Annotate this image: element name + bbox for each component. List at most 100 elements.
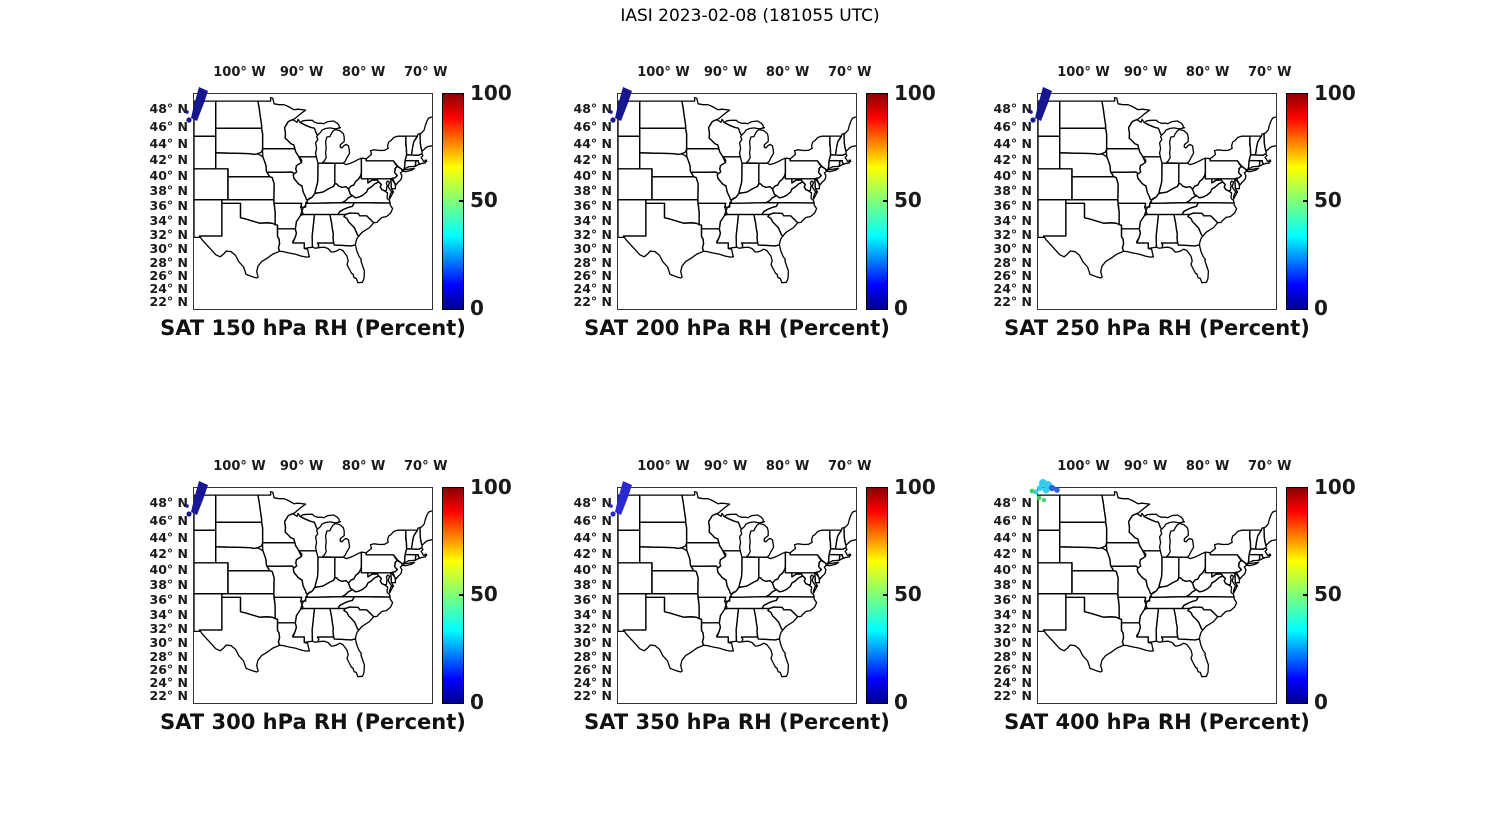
colorbar-max-label: 100 xyxy=(894,81,936,105)
lon-tick-label: 90° W xyxy=(703,459,748,474)
lon-tick-label: 80° W xyxy=(1185,459,1230,474)
lat-tick-label: 42° N xyxy=(149,151,188,167)
lat-tick-label: 46° N xyxy=(573,118,612,134)
colorbar-mid-label: 50 xyxy=(1314,582,1342,606)
map-panel-200hpa: 100° W 90° W 80° W 70° W 48° N 46° N 44° N 42°… xyxy=(564,52,984,382)
lat-tick-label: 40° N xyxy=(573,167,612,183)
lat-tick-label: 44° N xyxy=(149,529,188,545)
lat-tick-label: 28° N xyxy=(149,254,188,270)
lon-tick-label: 70° W xyxy=(403,459,448,474)
lat-tick-label: 32° N xyxy=(573,620,612,636)
us-state-map xyxy=(618,94,856,309)
lat-tick-label: 40° N xyxy=(149,167,188,183)
lon-tick-label: 70° W xyxy=(1247,65,1292,80)
lat-tick-label: 28° N xyxy=(993,254,1032,270)
us-state-map xyxy=(194,94,432,309)
colorbar xyxy=(866,487,888,704)
lat-tick-label: 30° N xyxy=(993,240,1032,256)
lat-tick-label: 34° N xyxy=(573,606,612,622)
lat-tick-label: 24° N xyxy=(993,281,1032,297)
colorbar xyxy=(442,93,464,310)
lat-tick-label: 46° N xyxy=(149,512,188,528)
lat-tick-label: 42° N xyxy=(573,151,612,167)
lon-tick-label: 80° W xyxy=(765,65,810,80)
swath-dot xyxy=(1029,488,1035,494)
lat-tick-label: 36° N xyxy=(573,198,612,214)
colorbar-mid-label: 50 xyxy=(470,188,498,212)
lat-tick-label: 42° N xyxy=(149,545,188,561)
lat-tick-label: 24° N xyxy=(993,675,1032,691)
lon-tick-label: 90° W xyxy=(703,65,748,80)
lat-tick-label: 28° N xyxy=(573,254,612,270)
lat-tick-label: 30° N xyxy=(573,240,612,256)
lat-tick-label: 26° N xyxy=(573,268,612,284)
panel-title: SAT 400 hPa RH (Percent) xyxy=(1004,710,1310,734)
lon-tick-label: 100° W xyxy=(213,65,266,80)
lat-tick-label: 44° N xyxy=(149,135,188,151)
lat-tick-label: 36° N xyxy=(993,592,1032,608)
colorbar xyxy=(442,487,464,704)
lat-tick-label: 32° N xyxy=(993,620,1032,636)
panel-title: SAT 150 hPa RH (Percent) xyxy=(160,316,466,340)
colorbar xyxy=(866,93,888,310)
lat-tick-label: 22° N xyxy=(573,688,612,704)
colorbar-min-label: 0 xyxy=(894,690,908,714)
lat-tick-label: 44° N xyxy=(573,135,612,151)
lon-tick-label: 70° W xyxy=(827,459,872,474)
map-panel-400hpa: 100° W 90° W 80° W 70° W 48° N 46° N 44° N 42°… xyxy=(984,446,1404,776)
lon-tick-label: 100° W xyxy=(213,459,266,474)
lat-tick-label: 34° N xyxy=(573,212,612,228)
lat-tick-label: 40° N xyxy=(149,561,188,577)
lat-tick-label: 38° N xyxy=(993,577,1032,593)
lat-tick-label: 22° N xyxy=(149,688,188,704)
map-frame xyxy=(1029,87,1277,310)
lon-tick-label: 70° W xyxy=(827,65,872,80)
lon-tick-label: 70° W xyxy=(403,65,448,80)
lat-tick-label: 26° N xyxy=(993,662,1032,678)
swath-dot xyxy=(1039,479,1047,487)
map-panel-250hpa: 100° W 90° W 80° W 70° W 48° N 46° N 44° N 42°… xyxy=(984,52,1404,382)
us-state-map xyxy=(194,488,432,703)
lat-tick-label: 26° N xyxy=(573,662,612,678)
colorbar xyxy=(1286,487,1308,704)
lat-tick-label: 46° N xyxy=(573,512,612,528)
lat-tick-label: 22° N xyxy=(573,294,612,310)
lat-tick-label: 22° N xyxy=(149,294,188,310)
lat-tick-label: 48° N xyxy=(993,101,1032,117)
lat-tick-label: 30° N xyxy=(573,634,612,650)
lat-tick-label: 22° N xyxy=(993,294,1032,310)
lat-tick-label: 28° N xyxy=(993,648,1032,664)
map-frame xyxy=(1029,479,1277,704)
lat-tick-label: 34° N xyxy=(149,606,188,622)
lat-tick-label: 44° N xyxy=(573,529,612,545)
map-frame xyxy=(609,481,857,704)
lat-tick-label: 40° N xyxy=(573,561,612,577)
lat-tick-label: 36° N xyxy=(993,198,1032,214)
colorbar-min-label: 0 xyxy=(894,296,908,320)
lat-tick-label: 34° N xyxy=(993,606,1032,622)
colorbar-min-label: 0 xyxy=(1314,296,1328,320)
lat-tick-label: 26° N xyxy=(149,268,188,284)
lat-tick-label: 32° N xyxy=(149,620,188,636)
lat-tick-label: 30° N xyxy=(993,634,1032,650)
lat-tick-label: 48° N xyxy=(573,495,612,511)
lat-tick-label: 48° N xyxy=(149,495,188,511)
lat-tick-label: 38° N xyxy=(573,577,612,593)
lat-tick-label: 32° N xyxy=(573,226,612,242)
colorbar-max-label: 100 xyxy=(470,81,512,105)
us-state-map xyxy=(1038,94,1276,309)
figure-title: IASI 2023-02-08 (181055 UTC) xyxy=(620,6,880,26)
lon-tick-label: 70° W xyxy=(1247,459,1292,474)
panel-title: SAT 250 hPa RH (Percent) xyxy=(1004,316,1310,340)
colorbar-max-label: 100 xyxy=(1314,475,1356,499)
lat-tick-label: 46° N xyxy=(993,118,1032,134)
lon-tick-label: 100° W xyxy=(1057,459,1110,474)
lat-tick-label: 38° N xyxy=(573,183,612,199)
lat-tick-label: 38° N xyxy=(149,577,188,593)
colorbar-min-label: 0 xyxy=(1314,690,1328,714)
lat-tick-label: 30° N xyxy=(149,240,188,256)
lat-tick-label: 26° N xyxy=(149,662,188,678)
colorbar-max-label: 100 xyxy=(1314,81,1356,105)
lat-tick-label: 30° N xyxy=(149,634,188,650)
lat-tick-label: 24° N xyxy=(573,675,612,691)
